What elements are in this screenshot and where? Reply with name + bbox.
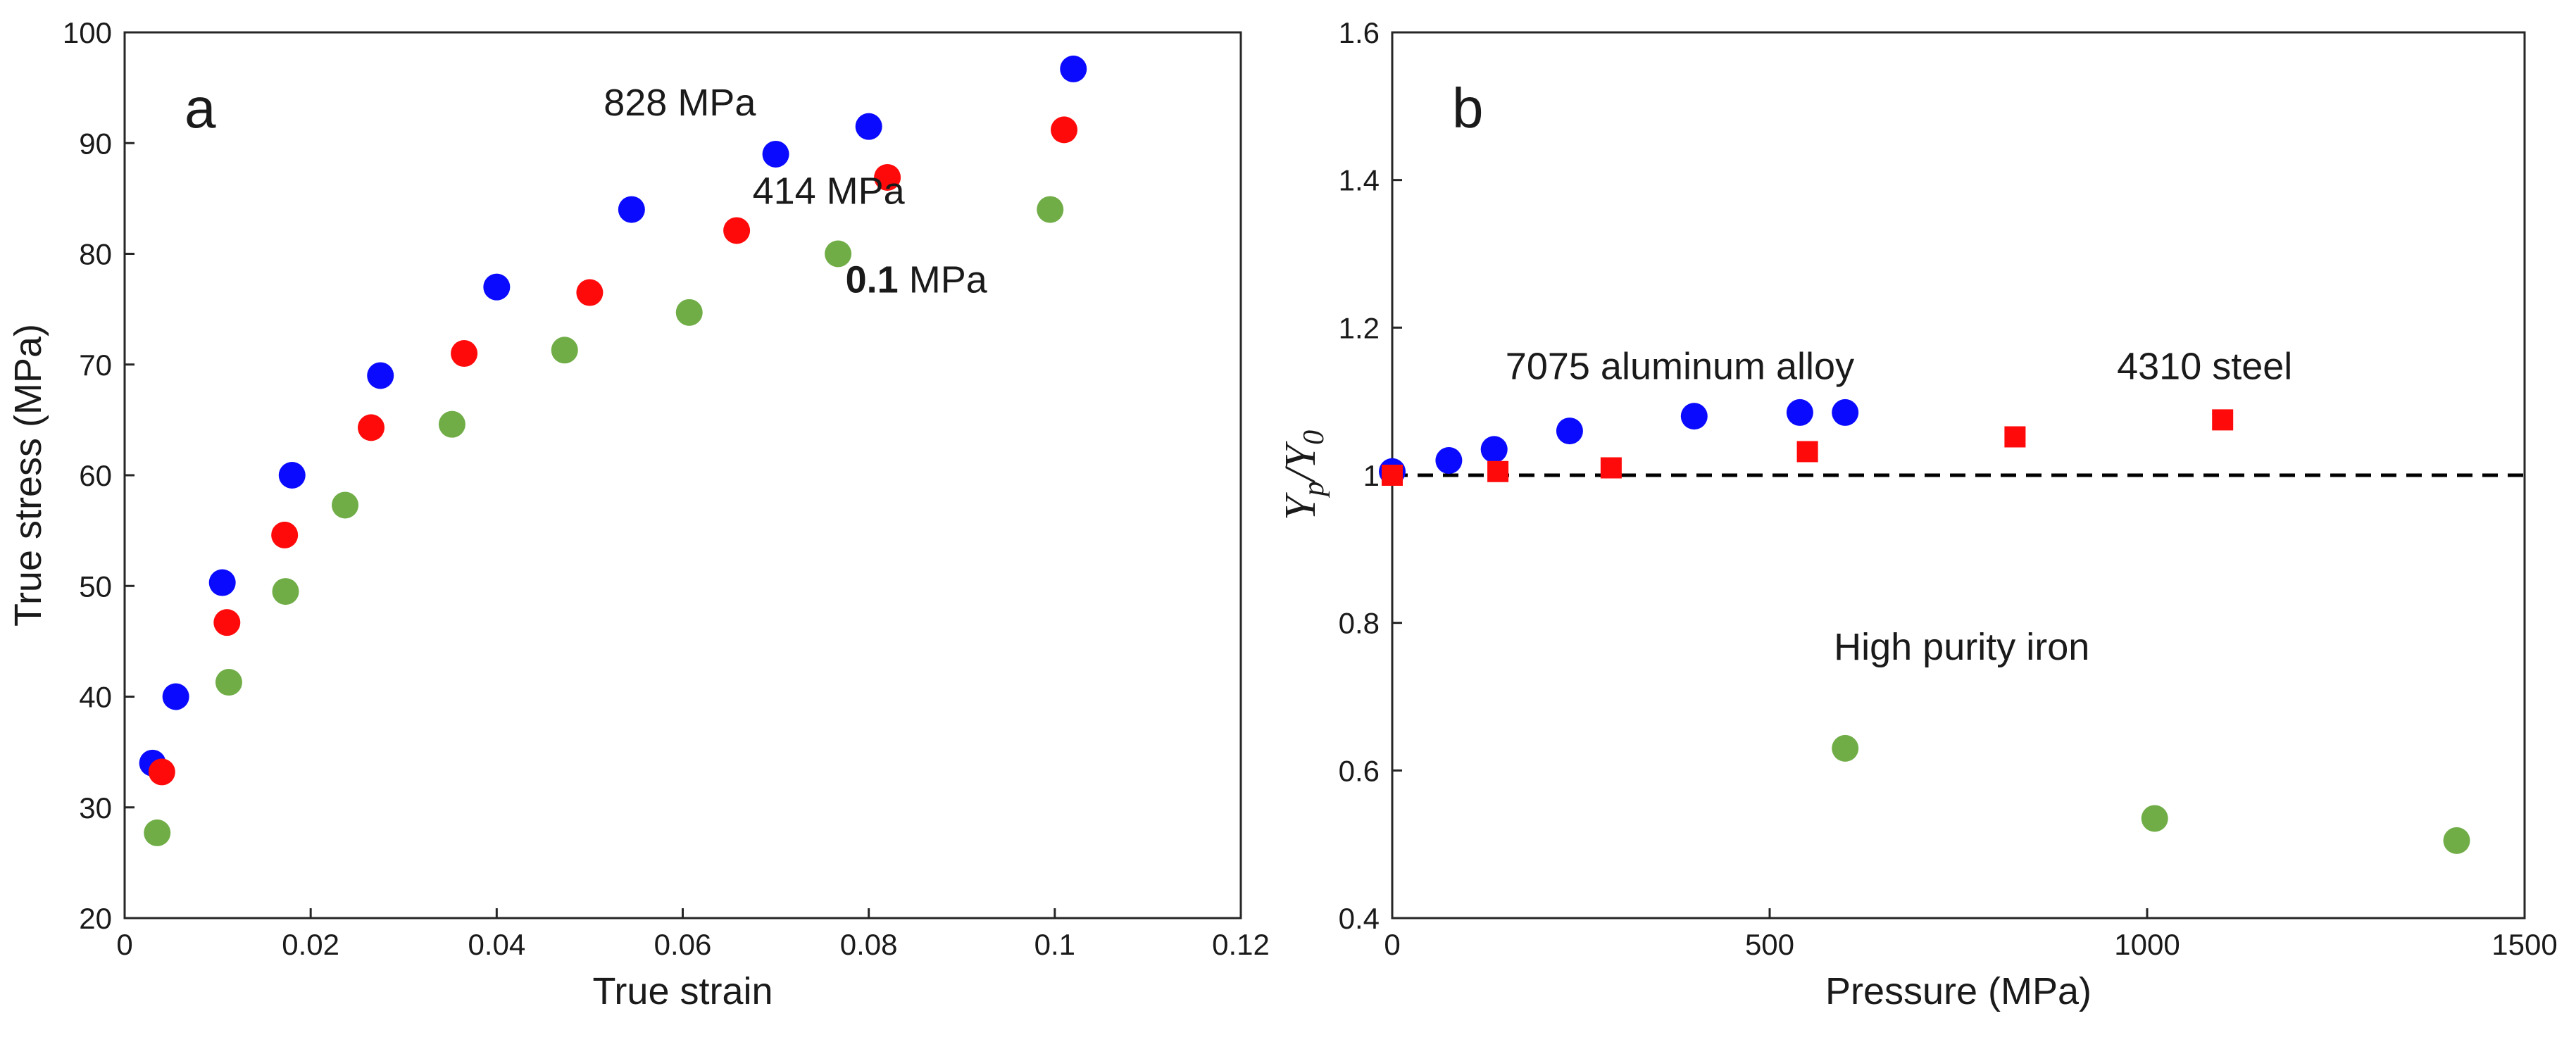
annotation: High purity iron: [1834, 626, 2089, 668]
x-tick-label: 0: [1384, 928, 1400, 961]
y-tick-label: 30: [79, 791, 112, 824]
y-axis-label-b-sub2: 0: [1298, 430, 1330, 445]
data-point-red: [451, 340, 478, 368]
annotations-b: 7075 aluminum alloy 4310 steel High purity…: [1506, 346, 2293, 668]
data-point-green: [332, 491, 359, 519]
points-a: [139, 55, 1087, 846]
data-point-green: [2141, 805, 2168, 832]
data-point-green: [1832, 734, 1859, 762]
y-tick-label: 0.4: [1339, 902, 1380, 935]
y-tick-label: 80: [79, 238, 112, 271]
data-point-green: [675, 299, 703, 326]
annotation: 7075 aluminum alloy: [1506, 346, 1854, 388]
data-point-green: [1037, 196, 1064, 223]
data-point-blue: [1060, 55, 1087, 82]
data-point-red: [723, 217, 751, 244]
y-axis-label-b-main2: Y: [1277, 441, 1325, 469]
x-axis-label-b: Pressure (MPa): [1825, 970, 2092, 1012]
x-tick-label: 0: [116, 928, 132, 961]
data-point-red: [148, 758, 175, 786]
data-point-red-square: [2004, 426, 2026, 448]
data-point-green: [438, 410, 465, 438]
x-tick-label: 0.04: [468, 928, 525, 961]
y-tick-label: 1.4: [1339, 164, 1380, 197]
annotations-a: 828 MPa 414 MPa 0.1 MPa: [604, 82, 987, 301]
data-point-blue: [208, 569, 236, 596]
data-point-red-square: [2212, 409, 2234, 431]
data-point-red-square: [1600, 457, 1622, 479]
ticks-a: 0 0.02 0.04 0.06 0.08 0.1 0.12 20 30 40 50 60 70 80 90…: [63, 16, 1270, 961]
panel-label-b: b: [1452, 77, 1484, 139]
x-tick-label: 1500: [2491, 928, 2557, 961]
panel-b: 0 500 1000 1500 0.4 0.6 0.8 1 1.2 1.4 1.6 7075 alu…: [1277, 16, 2558, 1012]
data-point-green: [2443, 827, 2470, 854]
y-tick-label: 70: [79, 349, 112, 382]
panel-label-a: a: [185, 77, 216, 139]
data-point-blue: [1435, 447, 1463, 475]
x-axis-label-a: True strain: [592, 970, 773, 1012]
data-point-blue: [1832, 398, 1859, 426]
y-axis-label-b-main: Y: [1277, 492, 1325, 520]
y-tick-label: 60: [79, 459, 112, 492]
data-point-red-square: [1796, 441, 1818, 463]
data-point-red-square: [1382, 465, 1403, 486]
y-tick-label: 90: [79, 127, 112, 160]
x-tick-label: 0.06: [654, 928, 712, 961]
y-tick-label: 1: [1363, 459, 1380, 492]
data-point-blue: [762, 140, 789, 168]
annotation: 414 MPa: [753, 170, 906, 213]
data-point-red: [358, 414, 385, 441]
x-tick-label: 0.02: [282, 928, 339, 961]
data-point-red: [1051, 116, 1078, 144]
data-point-red: [576, 279, 604, 306]
annotation: 0.1 MPa: [846, 259, 988, 301]
y-tick-label: 50: [79, 570, 112, 603]
panel-a: 0 0.02 0.04 0.06 0.08 0.1 0.12 20 30 40 50 60 70 80 90…: [7, 16, 1270, 1012]
annotation: 828 MPa: [604, 82, 756, 124]
data-point-blue: [483, 273, 511, 301]
x-tick-label: 500: [1745, 928, 1794, 961]
points-b: [1379, 398, 2470, 854]
data-point-blue: [1786, 398, 1813, 426]
y-axis-label-b: Yp/Y0: [1277, 430, 1330, 520]
y-tick-label: 1.2: [1339, 311, 1380, 344]
data-point-blue: [618, 196, 645, 223]
data-point-blue: [1480, 436, 1508, 463]
data-point-red: [874, 163, 901, 191]
data-point-blue: [1680, 403, 1708, 430]
data-point-red: [213, 609, 241, 636]
annotation: 4310 steel: [2117, 346, 2292, 388]
data-point-blue: [1556, 418, 1583, 445]
y-tick-label: 0.6: [1339, 754, 1380, 787]
data-point-blue: [162, 683, 189, 710]
y-tick-label: 40: [79, 681, 112, 714]
data-point-blue: [855, 113, 882, 140]
data-point-green: [215, 669, 242, 696]
y-axis-label-b-sub1: p: [1298, 482, 1330, 498]
data-point-blue: [367, 362, 394, 389]
data-point-green: [272, 578, 299, 605]
x-tick-label: 0.12: [1212, 928, 1270, 961]
y-tick-label: 20: [79, 902, 112, 935]
annotation-bold: 0.1: [846, 259, 899, 301]
data-point-red-square: [1487, 460, 1509, 482]
ticks-b: 0 500 1000 1500 0.4 0.6 0.8 1 1.2 1.4 1.6: [1339, 16, 2558, 961]
data-point-blue: [278, 462, 306, 489]
annotation-rest: MPa: [899, 259, 988, 301]
y-tick-label: 100: [63, 16, 112, 49]
x-tick-label: 0.08: [840, 928, 898, 961]
y-tick-label: 1.6: [1339, 16, 1380, 49]
y-tick-label: 0.8: [1339, 607, 1380, 640]
data-point-green: [551, 337, 578, 364]
data-point-green: [825, 240, 852, 268]
data-point-red: [271, 521, 299, 548]
x-tick-label: 0.1: [1034, 928, 1075, 961]
y-axis-label-a: True stress (MPa): [7, 324, 49, 627]
data-point-green: [144, 819, 171, 846]
x-tick-label: 1000: [2114, 928, 2180, 961]
